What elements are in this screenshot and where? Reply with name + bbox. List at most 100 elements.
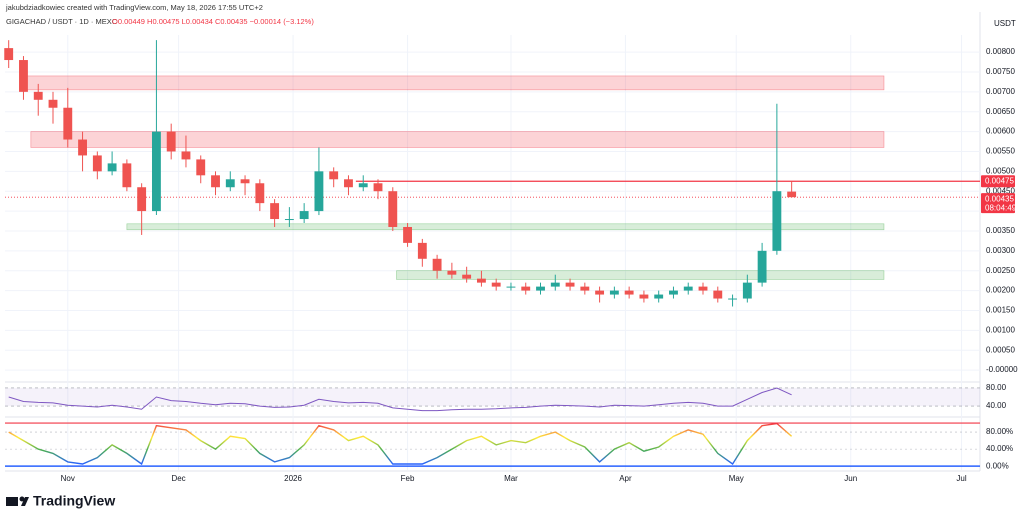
candle-body: [270, 203, 280, 220]
price-badge: [981, 175, 1015, 188]
candle-body: [683, 286, 693, 291]
zone: [23, 75, 885, 91]
candle-body: [211, 175, 220, 188]
stoch-line: [8, 422, 793, 466]
y-tick-label: 0.00800: [986, 47, 1015, 56]
candle-body: [565, 282, 575, 287]
candle-body: [107, 163, 117, 172]
candle-body: [314, 171, 324, 212]
candle-body: [92, 155, 102, 172]
y-tick-label: 0.00250: [986, 266, 1015, 275]
x-tick-label: Apr: [619, 474, 632, 483]
x-tick-label: 2026: [284, 474, 302, 483]
candle-body: [181, 151, 191, 160]
candle-body: [728, 298, 737, 300]
logo-mark: [21, 497, 29, 506]
currency: USDT: [994, 19, 1016, 28]
candle-body: [225, 179, 235, 188]
candle-body: [639, 294, 649, 299]
candle-body: [255, 183, 265, 204]
x-tick-label: Dec: [171, 474, 185, 483]
rsi-band: [5, 387, 980, 407]
candle-body: [536, 286, 545, 291]
x-tick-label: Mar: [504, 474, 518, 483]
x-tick-label: Jun: [844, 474, 857, 483]
countdown: 08:04:49: [985, 203, 1017, 212]
candle-body: [373, 183, 383, 192]
candle-body: [151, 131, 161, 212]
candle-body: [550, 282, 560, 287]
zone: [30, 131, 885, 148]
candle-body: [772, 191, 782, 251]
y-tick-label: 0.00300: [986, 246, 1015, 255]
candle-body: [122, 163, 132, 188]
x-tick-label: May: [729, 474, 744, 483]
candle-body: [609, 290, 619, 295]
candle-body: [417, 242, 427, 259]
candle-body: [196, 159, 206, 176]
candle-body: [787, 191, 797, 198]
stoch-tick-label: 40.00%: [986, 444, 1013, 453]
x-tick-label: Feb: [401, 474, 415, 483]
y-tick-label: 0.00150: [986, 306, 1015, 315]
candle-body: [19, 60, 28, 92]
zone: [396, 270, 885, 280]
credit: jakubdziadkowiec created with TradingVie…: [5, 3, 263, 12]
candle-body: [476, 278, 486, 283]
candle-body: [713, 290, 723, 299]
price-badge-label: 0.00435: [985, 194, 1014, 203]
candle-body: [462, 274, 472, 279]
candle-body: [595, 290, 605, 295]
brand: TradingView: [33, 493, 115, 509]
candle-body: [403, 226, 412, 243]
stoch-tick-label: 80.00%: [986, 427, 1013, 436]
candle-body: [63, 107, 73, 140]
candle-body: [580, 286, 590, 291]
y-tick-label: 0.00450: [986, 186, 1015, 195]
brand-logo: [6, 496, 29, 506]
candle-body: [33, 91, 43, 100]
candle-body: [48, 99, 58, 108]
price-badge-label: 0.00475: [985, 176, 1014, 185]
y-tick-label: 0.00050: [986, 345, 1015, 354]
candle-body: [447, 270, 457, 275]
candle-body: [344, 179, 353, 188]
candle-body: [669, 290, 678, 295]
x-tick-label: Nov: [61, 474, 75, 483]
candle-body: [166, 131, 176, 152]
candle-body: [506, 286, 516, 288]
price-badge: [981, 193, 1015, 214]
stoch-tick-label: 0.00%: [986, 461, 1009, 470]
rsi-tick-label: 40.00: [986, 401, 1007, 410]
zone: [126, 223, 885, 231]
y-tick-label: 0.00550: [986, 147, 1015, 156]
y-tick-label: 0.00600: [986, 127, 1015, 136]
candle-body: [299, 211, 309, 220]
y-tick-label: 0.00700: [986, 87, 1015, 96]
logo-mark: [6, 497, 18, 506]
y-tick-label: 0.00100: [986, 325, 1015, 334]
logo-mark: [19, 496, 25, 502]
candle-body: [329, 171, 339, 180]
candle-body: [137, 187, 147, 212]
y-tick-label: 0.00350: [986, 226, 1015, 235]
candle-body: [4, 48, 14, 61]
x-tick-label: Jul: [956, 474, 966, 483]
candle-body: [284, 219, 294, 221]
candle-body: [240, 179, 250, 184]
y-tick-label: 0.00200: [986, 286, 1015, 295]
candle-body: [521, 286, 531, 291]
rsi-tick-label: 80.00: [986, 383, 1007, 392]
candle-body: [654, 294, 664, 299]
symbol: GIGACHAD / USDT · 1D · MEXC: [6, 17, 118, 26]
candle-body: [698, 286, 708, 291]
candle-body: [78, 139, 87, 156]
candle-body: [358, 183, 368, 188]
y-tick-label: -0.00000: [986, 365, 1018, 374]
candle-body: [742, 282, 752, 299]
ohlc: O0.00449 H0.00475 L0.00434 C0.00435 −0.0…: [112, 17, 314, 26]
y-tick-label: 0.00500: [986, 166, 1015, 175]
